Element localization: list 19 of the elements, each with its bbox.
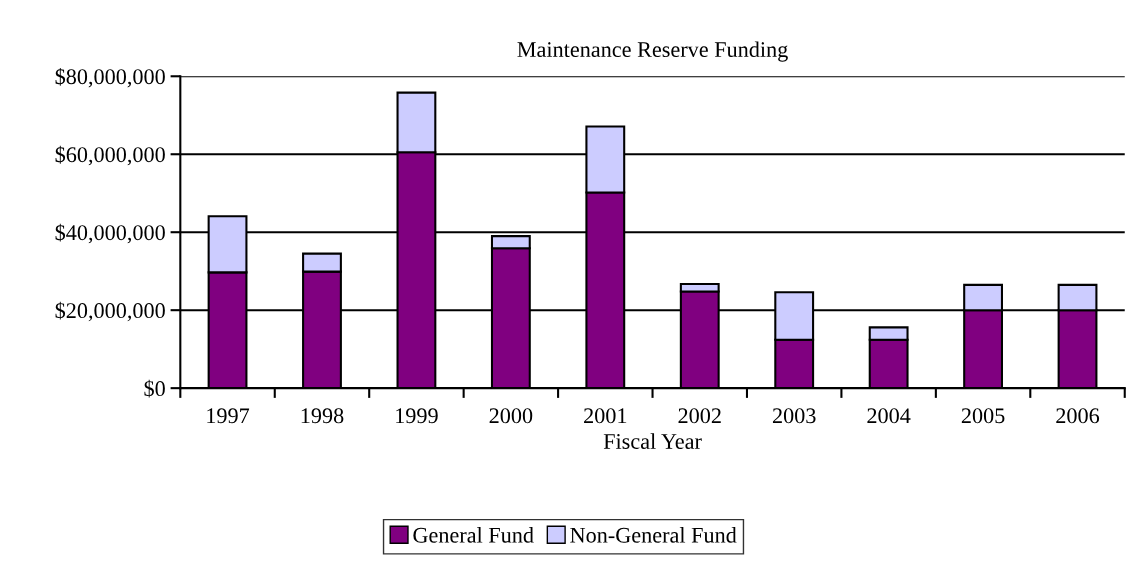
x-tick-label: 2001	[584, 408, 627, 424]
x-tick-label: 1998	[301, 408, 344, 424]
y-tick-label: $60,000,000	[55, 145, 165, 166]
y-tick-label: $80,000,000	[55, 67, 165, 88]
x-tick-label: 1997	[207, 408, 250, 424]
x-tick-label: 2005	[961, 408, 1005, 424]
chart-title: Maintenance Reserve Funding	[517, 41, 788, 62]
y-tick-label: $40,000,000	[55, 223, 165, 244]
x-tick-label: 2000	[489, 408, 533, 424]
legend-label: General Fund	[413, 527, 534, 543]
x-tick-label: 2006	[1056, 408, 1100, 424]
x-tick-label: 1999	[396, 408, 438, 424]
legend-label: Non-General Fund	[570, 527, 737, 543]
x-tick-label: 2002	[678, 408, 721, 424]
x-tick-label: 2004	[867, 408, 911, 424]
x-tick-label: 2003	[772, 408, 816, 424]
x-axis-title: Fiscal Year	[603, 433, 702, 449]
y-tick-label: $0	[144, 379, 165, 398]
y-tick-label: $20,000,000	[55, 301, 165, 322]
